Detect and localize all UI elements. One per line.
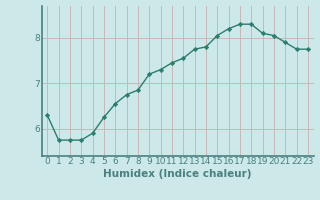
X-axis label: Humidex (Indice chaleur): Humidex (Indice chaleur) [103,169,252,179]
